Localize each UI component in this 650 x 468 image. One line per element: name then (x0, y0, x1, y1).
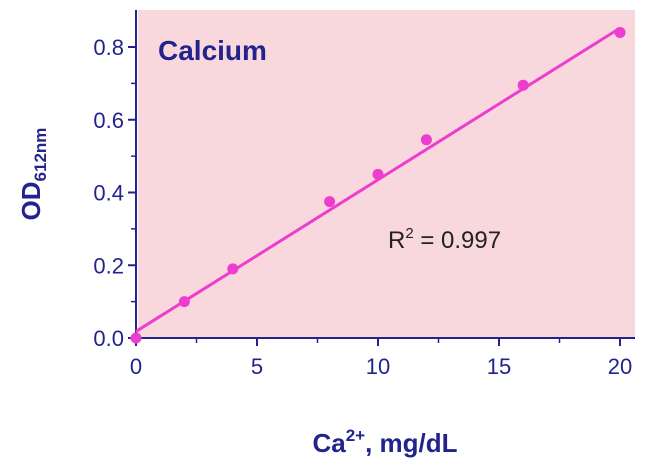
x-tick-label: 15 (487, 354, 511, 379)
chart-title: Calcium (158, 35, 267, 66)
x-tick-label: 5 (251, 354, 263, 379)
data-point (227, 263, 239, 275)
y-tick-label: 0.2 (93, 253, 124, 278)
x-axis-label-base: Ca (312, 428, 346, 458)
x-axis-label-rest: , mg/dL (365, 428, 458, 458)
y-axis-label: OD612nm (16, 128, 50, 221)
y-axis-label-base: OD (16, 181, 46, 220)
r-squared-rest: = 0.997 (414, 227, 501, 254)
x-axis-label: Ca2+, mg/dL (312, 426, 457, 458)
data-point (130, 332, 142, 344)
data-point (614, 26, 626, 38)
x-tick-label: 0 (130, 354, 142, 379)
data-point (178, 296, 190, 308)
x-axis-label-sup: 2+ (346, 426, 365, 445)
r-squared-sup: 2 (405, 225, 413, 242)
y-tick-label: 0.0 (93, 326, 124, 351)
chart-marks: 0.0 0.2 0.4 0.6 0.8 0 5 10 15 20 (93, 10, 635, 379)
data-point (324, 196, 336, 208)
y-tick-label: 0.8 (93, 35, 124, 60)
r-squared-annotation: R2 = 0.997 (388, 225, 501, 254)
x-tick-label: 10 (366, 354, 390, 379)
y-tick-label: 0.4 (93, 181, 124, 206)
y-axis-label-sub: 612nm (31, 128, 50, 182)
y-tick-label: 0.6 (93, 108, 124, 133)
data-point (420, 134, 432, 146)
r-squared-base: R (388, 227, 405, 254)
data-point (517, 79, 529, 91)
x-tick-label: 20 (608, 354, 632, 379)
data-point (372, 168, 384, 180)
